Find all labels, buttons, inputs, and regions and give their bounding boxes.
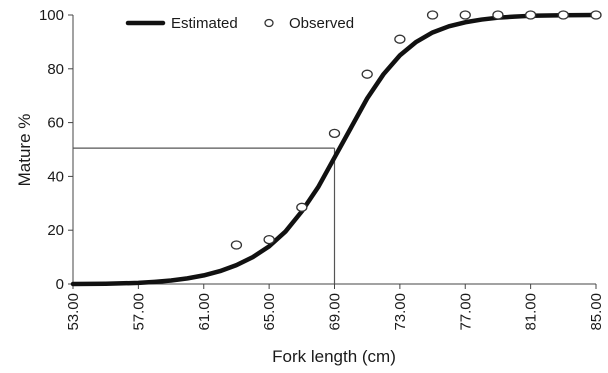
x-tick-label: 77.00 — [457, 293, 474, 331]
legend: Estimated Observed — [125, 15, 354, 32]
x-tick-label: 85.00 — [588, 293, 605, 331]
observed-point — [230, 240, 243, 250]
observed-point — [524, 10, 537, 20]
observed-point — [492, 10, 504, 20]
y-tick-label: 80 — [47, 61, 64, 78]
observed-point — [426, 10, 439, 20]
observed-point — [557, 10, 569, 20]
y-tick-label: 60 — [47, 115, 64, 132]
y-tick-label: 20 — [47, 222, 64, 239]
ticks: 0 20 40 60 80 100 53.00 57.00 61.00 65.00 69.00 73.… — [39, 7, 605, 331]
observed-point — [263, 234, 275, 245]
x-tick-label: 81.00 — [523, 293, 540, 331]
observed-point — [296, 202, 308, 212]
y-tick-label: 100 — [39, 7, 64, 24]
estimated-series — [70, 12, 599, 287]
x-tick-label: 53.00 — [65, 293, 82, 331]
observed-point — [328, 128, 341, 139]
reference-lines — [73, 147, 336, 284]
x-tick-label: 73.00 — [392, 293, 409, 331]
y-axis-title: Mature % — [15, 114, 34, 187]
observed-point — [361, 69, 373, 79]
x-tick-label: 61.00 — [196, 293, 213, 331]
observed-point — [459, 10, 471, 20]
x-tick-label: 57.00 — [130, 293, 147, 331]
observed-point — [394, 34, 406, 44]
legend-observed-label: Observed — [289, 15, 354, 32]
legend-estimated-label: Estimated — [171, 15, 238, 32]
estimated-curve — [70, 12, 599, 287]
legend-observed-marker — [264, 18, 274, 28]
x-tick-label: 69.00 — [327, 293, 344, 331]
y-tick-label: 0 — [56, 276, 64, 293]
x-tick-label: 65.00 — [261, 293, 278, 331]
y-tick-label: 40 — [47, 168, 64, 185]
observed-point — [590, 10, 602, 20]
x-axis-title: Fork length (cm) — [272, 347, 396, 366]
observed-series — [230, 10, 602, 250]
